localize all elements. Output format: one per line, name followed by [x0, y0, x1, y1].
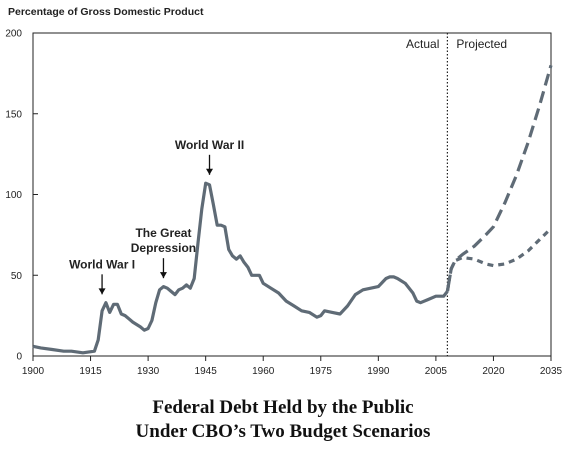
x-tick-label-1900: 1900 — [22, 366, 45, 377]
series-group — [32, 64, 553, 355]
annotation-arrow-head-1 — [159, 272, 167, 279]
annotation-arrow-head-2 — [206, 168, 214, 175]
actual-region-label: Actual — [406, 37, 439, 51]
x-tick-label-1990: 1990 — [367, 366, 390, 377]
annotation-label-0-0: World War I — [69, 257, 135, 271]
x-tick-label-1915: 1915 — [79, 366, 102, 377]
axis-ticks: 1900 1915 1930 1945 1960 1975 1990 2005 2020 2035… — [5, 29, 562, 378]
series-line-dashed-short — [445, 227, 553, 292]
x-tick-label-1960: 1960 — [252, 366, 275, 377]
y-tick-label-150: 150 — [5, 109, 22, 120]
y-tick-label-50: 50 — [11, 271, 23, 282]
annotation-label-2-0: World War II — [175, 138, 244, 152]
y-tick-label-0: 0 — [16, 352, 22, 363]
x-tick-label-1945: 1945 — [195, 366, 218, 377]
series-line-dashed-long — [445, 64, 553, 292]
chart-title-line-2: Under CBO’s Two Budget Scenarios — [135, 421, 431, 442]
x-tick-label-2005: 2005 — [425, 366, 448, 377]
series-line-solid — [32, 181, 449, 355]
chart-canvas: 1900 1915 1930 1945 1960 1975 1990 2005 2020 2035… — [5, 6, 562, 378]
x-tick-label-2020: 2020 — [482, 366, 505, 377]
x-tick-label-1975: 1975 — [310, 366, 333, 377]
annotation-label-1-0: The Great — [135, 226, 191, 240]
x-tick-label-1930: 1930 — [137, 366, 160, 377]
annotation-arrow-head-0 — [98, 288, 106, 295]
projected-region-label: Projected — [456, 37, 507, 51]
y-tick-label-200: 200 — [5, 29, 22, 40]
y-axis-label: Percentage of Gross Domestic Product — [8, 6, 204, 18]
annotation-label-1-1: Depression — [131, 241, 196, 255]
y-tick-label-100: 100 — [5, 190, 22, 201]
chart-title-line-1: Federal Debt Held by the Public — [152, 397, 414, 418]
x-tick-label-2035: 2035 — [540, 366, 563, 377]
